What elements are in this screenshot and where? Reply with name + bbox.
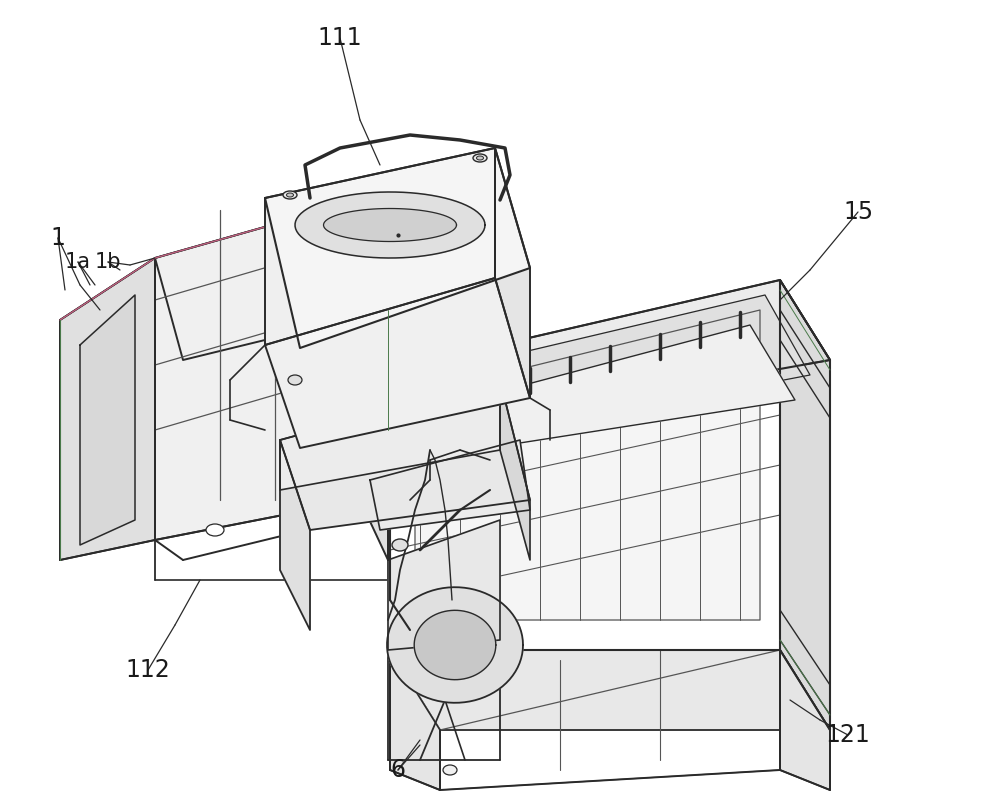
Text: 1: 1: [51, 226, 65, 250]
Polygon shape: [280, 440, 310, 630]
Ellipse shape: [443, 765, 457, 775]
Polygon shape: [780, 650, 830, 790]
Polygon shape: [265, 148, 495, 345]
Polygon shape: [780, 280, 830, 730]
Polygon shape: [415, 310, 760, 620]
Text: 15: 15: [843, 200, 873, 224]
Text: 112: 112: [126, 658, 170, 682]
Ellipse shape: [287, 193, 294, 197]
Text: 1a: 1a: [65, 252, 91, 272]
Ellipse shape: [206, 524, 224, 536]
Ellipse shape: [288, 375, 302, 385]
Polygon shape: [390, 280, 830, 430]
Polygon shape: [324, 208, 456, 242]
Polygon shape: [495, 148, 530, 398]
Polygon shape: [430, 325, 795, 450]
Ellipse shape: [477, 156, 484, 160]
Polygon shape: [390, 650, 440, 790]
Polygon shape: [155, 200, 388, 360]
Polygon shape: [414, 611, 496, 680]
Polygon shape: [295, 192, 485, 258]
Polygon shape: [390, 650, 830, 730]
Polygon shape: [405, 295, 810, 445]
Ellipse shape: [473, 154, 487, 162]
Polygon shape: [360, 200, 388, 560]
Polygon shape: [80, 295, 135, 545]
Ellipse shape: [392, 539, 408, 551]
Ellipse shape: [283, 191, 297, 199]
Polygon shape: [280, 380, 530, 530]
Polygon shape: [370, 440, 530, 530]
Text: 6: 6: [390, 758, 406, 782]
Polygon shape: [387, 587, 523, 703]
Polygon shape: [500, 380, 530, 560]
Polygon shape: [265, 148, 530, 348]
Polygon shape: [280, 380, 500, 490]
Polygon shape: [388, 520, 500, 650]
Text: 121: 121: [826, 723, 870, 747]
Text: 111: 111: [318, 26, 362, 50]
Polygon shape: [155, 200, 360, 540]
Text: 1b: 1b: [95, 252, 121, 272]
Polygon shape: [265, 278, 530, 448]
Polygon shape: [60, 258, 155, 560]
